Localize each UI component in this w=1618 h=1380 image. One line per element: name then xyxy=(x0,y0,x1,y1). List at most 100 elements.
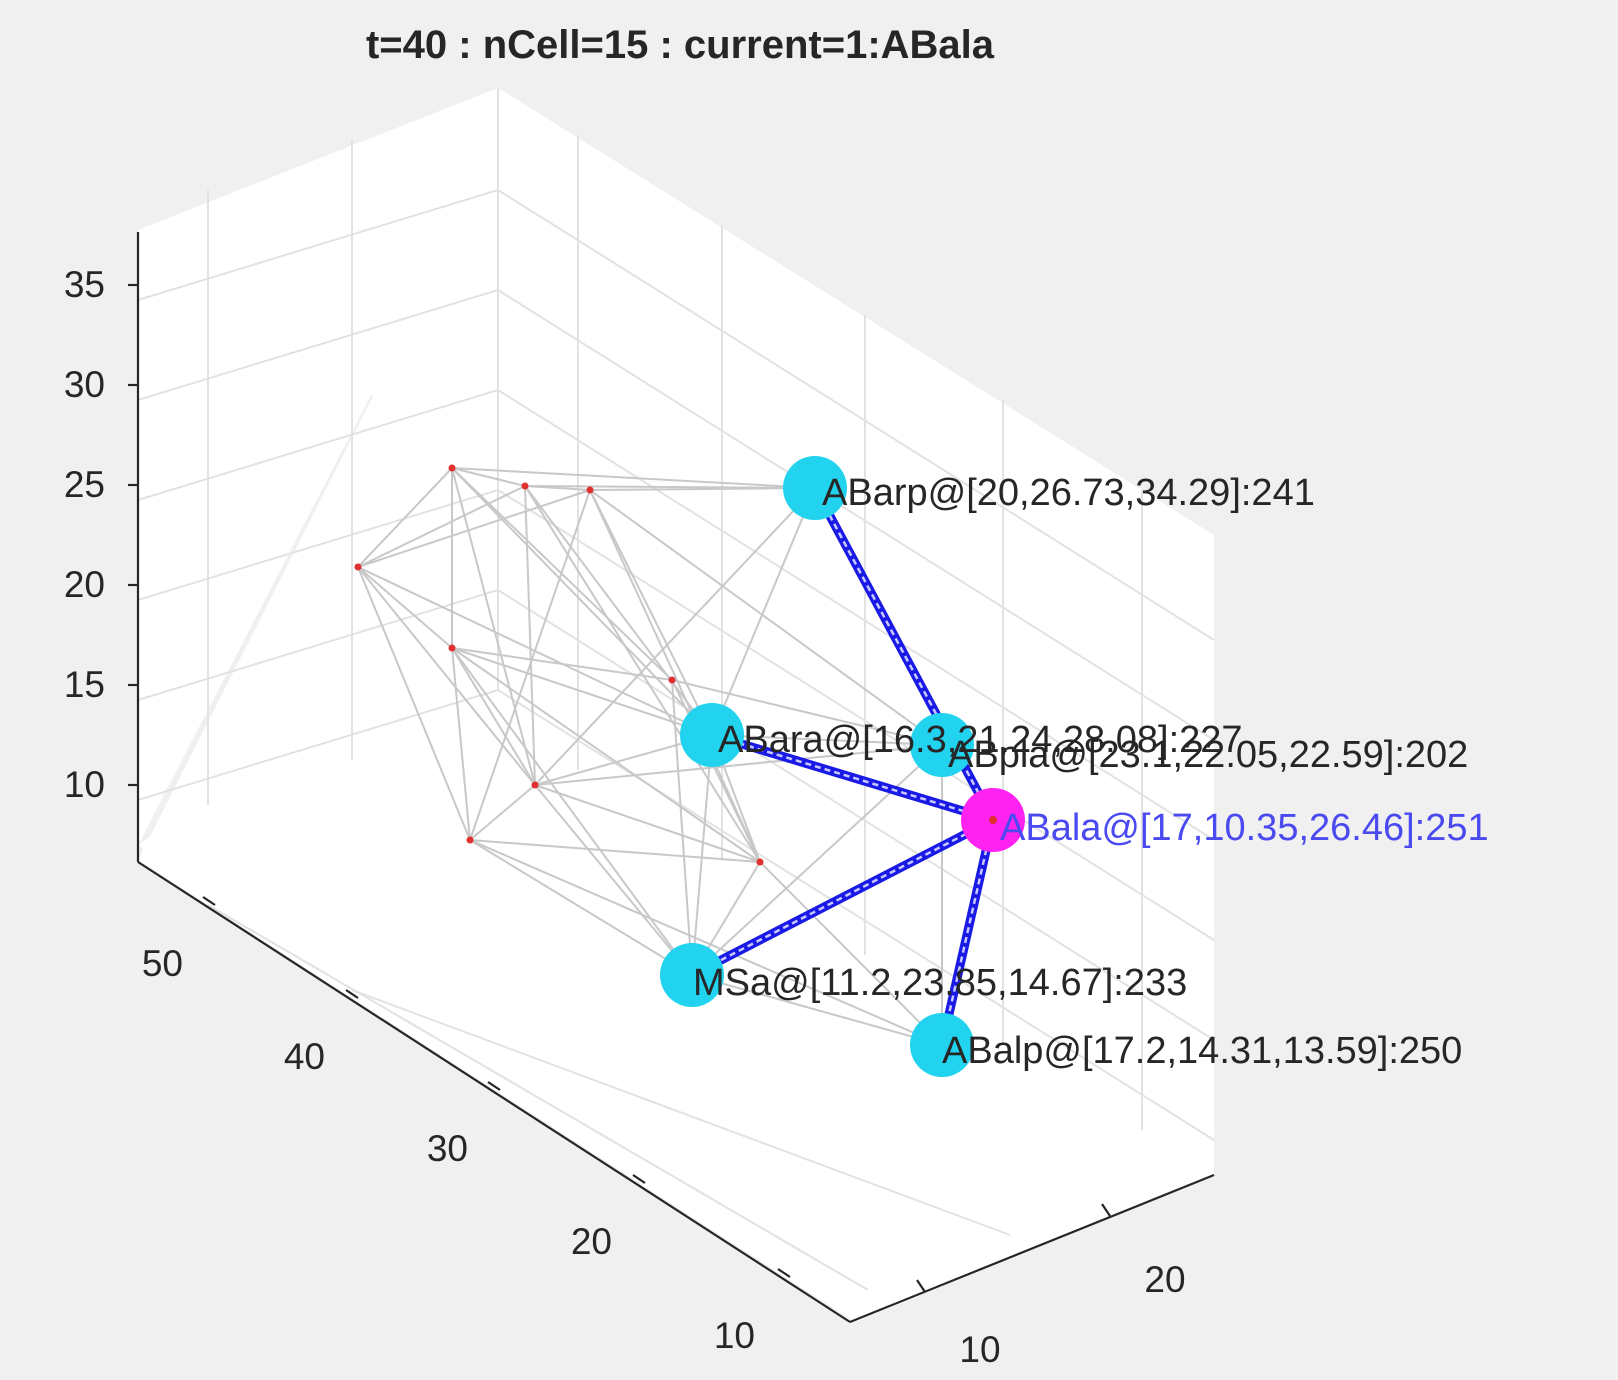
y-tick-labels: 10 20 xyxy=(959,1259,1185,1370)
background-edge xyxy=(469,839,943,1046)
background-edge xyxy=(671,679,943,746)
grid-line xyxy=(497,589,1215,1041)
current-cell-center-marker xyxy=(989,816,997,824)
background-edge xyxy=(534,784,761,863)
background-edge xyxy=(451,647,673,681)
grid-line xyxy=(137,589,499,701)
background-edge xyxy=(451,647,693,976)
y-axis-line xyxy=(849,1173,1215,1324)
y-tick-label: 20 xyxy=(1144,1259,1185,1300)
background-edge xyxy=(711,734,943,746)
grid-line xyxy=(497,489,1215,941)
node-label-msa: MSa@[11.2,23.85,14.67]:233 xyxy=(693,962,1187,1004)
background-edge xyxy=(451,647,713,736)
cell-marker xyxy=(466,836,474,844)
highlighted-edge-core xyxy=(711,733,994,822)
x-tick-mark xyxy=(632,1174,646,1184)
background-edge xyxy=(357,467,453,568)
z-tick-label: 10 xyxy=(64,764,105,805)
z-tick-labels: 35 30 25 20 15 10 xyxy=(64,264,105,805)
x-tick-label: 10 xyxy=(714,1315,755,1356)
axis-lines xyxy=(136,232,1215,1324)
grid-line xyxy=(137,389,499,501)
node-label-abalp: ABalp@[17.2,14.31,13.59]:250 xyxy=(942,1030,1462,1072)
x-tick-label: 20 xyxy=(571,1221,612,1262)
background-edge xyxy=(524,485,536,786)
background-edge xyxy=(451,467,536,786)
grid-line xyxy=(497,389,1215,841)
x-tick-mark xyxy=(202,896,216,906)
chart-title: t=40 : nCell=15 : current=1:ABala xyxy=(366,23,995,67)
grid-line xyxy=(497,189,1215,641)
background-edge xyxy=(534,784,693,976)
cell-marker xyxy=(521,482,529,490)
cell-marker xyxy=(354,563,362,571)
y-tick-mark xyxy=(916,1279,926,1293)
z-tick-label: 15 xyxy=(64,664,105,705)
background-edge xyxy=(469,839,761,863)
background-edge xyxy=(759,861,943,1046)
cell-marker xyxy=(668,676,676,684)
node-abarp[interactable] xyxy=(783,456,847,520)
background-edge xyxy=(357,566,536,786)
grid-lines xyxy=(137,88,1215,1291)
x-tick-mark xyxy=(487,1081,501,1091)
x-tick-labels: 50 40 30 20 10 xyxy=(142,943,755,1356)
background-edge xyxy=(534,487,816,786)
background-edge xyxy=(451,647,536,786)
highlighted-edge-core xyxy=(940,819,995,1046)
back-left-pane xyxy=(138,88,498,845)
background-edge xyxy=(671,679,693,976)
background-edge xyxy=(671,679,761,863)
background-edge xyxy=(469,784,536,841)
node-label-abarp: ABarp@[20,26.73,34.29]:241 xyxy=(822,472,1315,514)
tick-marks xyxy=(128,283,1111,1293)
background-edge xyxy=(691,744,943,976)
background-edge xyxy=(524,485,761,863)
node-abpla[interactable] xyxy=(910,713,974,777)
background-edge xyxy=(589,487,816,491)
grid-line xyxy=(351,989,1011,1236)
y-tick-mark xyxy=(1101,1203,1111,1217)
background-edge xyxy=(589,489,943,746)
x-tick-label: 40 xyxy=(284,1036,325,1077)
background-edge xyxy=(524,485,713,736)
cell-marker xyxy=(448,644,456,652)
background-edge xyxy=(691,734,713,976)
z-tick-label: 30 xyxy=(64,364,105,405)
cell-marker xyxy=(756,858,764,866)
grid-line xyxy=(137,489,499,601)
background-edge xyxy=(451,467,816,489)
background-edge xyxy=(691,974,943,1046)
background-edge xyxy=(524,485,591,491)
cell-marker xyxy=(586,486,594,494)
background-edge xyxy=(357,566,471,841)
x-axis-line xyxy=(137,861,851,1323)
x-tick-mark xyxy=(345,989,359,999)
labeled-nodes xyxy=(660,456,1025,1077)
node-abalp[interactable] xyxy=(910,1013,974,1077)
node-label-abara: ABara@[16.3,21.24,28.08]:227 xyxy=(718,719,1243,761)
z-tick-label: 35 xyxy=(64,264,105,305)
grid-line xyxy=(137,289,499,401)
background-edge xyxy=(451,647,761,863)
grid-line xyxy=(207,904,869,1291)
x-tick-label: 50 xyxy=(142,943,183,984)
background-edge xyxy=(469,489,591,841)
node-abara[interactable] xyxy=(680,703,744,767)
grid-line xyxy=(137,689,499,801)
background-edge xyxy=(589,489,761,863)
background-edge xyxy=(357,566,453,649)
node-msa[interactable] xyxy=(660,943,724,1007)
cell-marker xyxy=(448,464,456,472)
z-tick-label: 25 xyxy=(64,464,105,505)
z-tick-label: 20 xyxy=(64,564,105,605)
background-edge xyxy=(534,744,943,786)
highlighted-edges xyxy=(689,485,998,1046)
y-tick-label: 10 xyxy=(959,1329,1000,1370)
background-edge xyxy=(451,467,526,487)
background-edge xyxy=(451,647,471,841)
grid-line xyxy=(497,289,1215,741)
background-edge xyxy=(469,839,693,976)
